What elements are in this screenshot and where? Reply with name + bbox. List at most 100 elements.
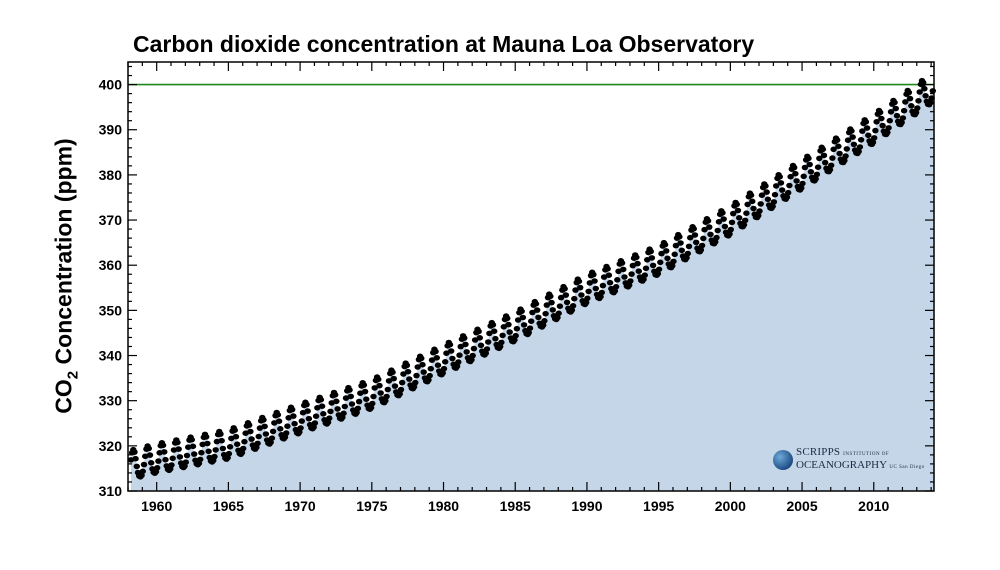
data-point [598,289,605,296]
data-point [234,441,241,448]
data-point [382,398,389,404]
data-point [914,105,921,111]
data-point [327,408,334,415]
data-point [154,465,161,471]
data-point [213,438,221,445]
data-point [664,255,671,262]
data-point [791,164,798,171]
data-point [275,418,283,425]
data-point [199,441,206,448]
data-point [557,294,565,301]
data-point [145,445,152,452]
data-point [764,196,772,203]
data-point [377,390,384,396]
data-point [693,239,700,246]
data-point [826,166,834,173]
data-point [175,446,182,452]
data-point [182,459,189,466]
y-tick-label: 380 [99,167,123,183]
data-point [399,379,406,386]
data-point [226,444,234,450]
y-tick-label: 310 [99,483,123,499]
data-point [446,341,454,348]
data-point [597,293,604,300]
data-point [267,439,274,446]
data-point [146,452,154,458]
data-point [584,295,591,302]
data-point [806,161,813,168]
y-tick-label: 330 [99,393,123,409]
data-point [800,173,807,180]
data-point [290,413,297,419]
data-point [586,280,593,286]
data-point [605,272,613,279]
data-point [304,408,311,414]
data-point [314,405,321,411]
data-point [260,417,267,423]
data-point [691,232,699,238]
data-point [862,119,870,125]
chart-title: Carbon dioxide concentration at Mauna Lo… [133,31,755,57]
data-point [383,393,390,400]
data-point [211,453,218,460]
data-point [816,155,823,162]
data-point [773,183,780,189]
data-point [289,406,296,413]
data-point [369,400,376,407]
y-tick-label: 350 [99,302,123,318]
data-point [848,128,855,134]
data-point [856,144,864,150]
data-point [468,357,475,363]
data-point [285,415,292,421]
data-point [842,153,849,159]
data-point [347,393,354,400]
data-point [360,382,368,388]
data-point [384,386,391,393]
data-point [376,382,383,389]
data-point [168,462,175,468]
data-point [410,384,418,390]
data-point [733,201,740,208]
data-point [511,337,518,343]
data-point [822,159,829,166]
data-point [706,224,713,230]
data-point [357,390,364,397]
data-point [477,342,485,349]
data-point [333,398,340,405]
data-point [835,143,842,150]
data-point [561,286,568,292]
data-point [687,234,694,241]
data-point [793,178,800,184]
data-point [583,299,590,306]
data-point [161,449,168,455]
data-point [248,436,255,442]
x-tick-label: 1965 [213,498,244,514]
data-point [829,155,836,161]
data-point [633,254,640,261]
data-point [385,378,393,384]
data-point [371,385,378,391]
data-point [543,302,550,308]
data-point [776,174,783,180]
logo-institution-of: INSTITUTION OF [843,452,890,457]
data-point [506,329,513,335]
data-point [255,433,262,440]
data-point [568,307,576,313]
data-point [311,420,319,426]
data-point [317,396,325,403]
data-point [671,251,678,258]
data-point [297,425,304,431]
x-tick-label: 1995 [643,498,674,514]
data-point [519,314,527,321]
data-point [578,292,585,298]
data-point [283,430,290,436]
data-point [916,89,923,95]
data-point [217,431,224,437]
data-point [734,207,742,214]
data-point [642,265,650,272]
data-point [683,254,690,261]
data-point [162,456,169,463]
data-point [865,132,872,139]
data-point [783,194,791,200]
data-point [513,325,521,332]
